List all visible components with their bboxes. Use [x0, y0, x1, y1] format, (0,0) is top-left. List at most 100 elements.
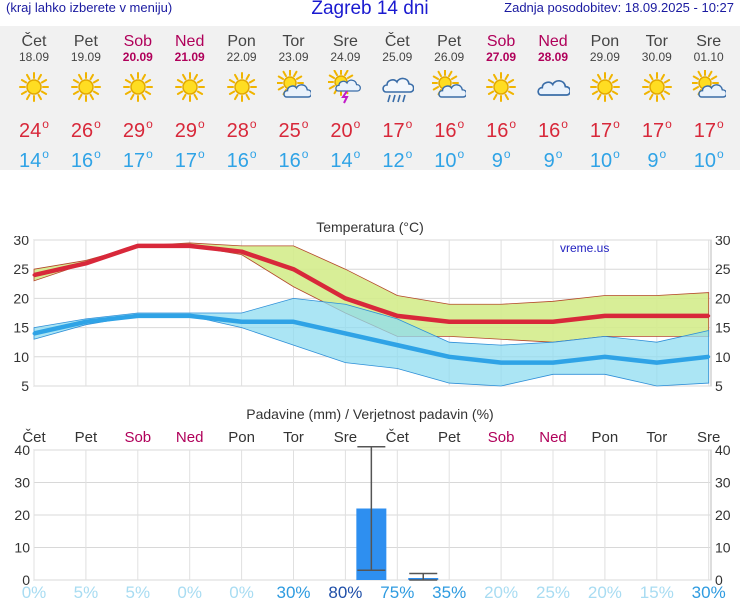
sun-ray: [292, 70, 297, 78]
data-point: [136, 314, 140, 318]
sun-ray: [692, 86, 699, 91]
y-tick-label: 10: [13, 349, 29, 365]
sun-ray: [129, 93, 135, 101]
y-tick-label-right: 20: [715, 290, 731, 306]
temp-max: 24o: [8, 113, 60, 142]
y-tick-label-right: 40: [715, 442, 731, 458]
data-point: [188, 244, 192, 248]
probability-label: 75%: [380, 583, 414, 600]
data-point: [447, 355, 451, 359]
temp-min-value: 9: [543, 150, 555, 172]
degree-sign: o: [665, 117, 672, 131]
temp-max-value: 17: [589, 120, 613, 142]
sun-ray: [493, 93, 498, 101]
day-date: 27.09: [486, 50, 517, 64]
day-date: 23.09: [278, 50, 309, 64]
temp-max-value: 29: [122, 120, 146, 142]
data-point: [395, 314, 399, 318]
temp-min: 16o: [60, 142, 112, 173]
day-date: 18.09: [18, 50, 50, 64]
day-date: 25.09: [382, 50, 413, 64]
sun-ray: [196, 90, 203, 95]
temp-max: 16o: [527, 113, 579, 142]
degree-sign: o: [301, 117, 309, 131]
data-point: [240, 320, 244, 324]
x-day-label: Tor: [646, 429, 667, 446]
cloud-shape: [697, 84, 726, 98]
probability-label: 35%: [432, 583, 466, 600]
degree-sign: o: [94, 117, 101, 131]
temp-max-value: 16: [538, 120, 561, 142]
temp-max-value: 24: [19, 120, 42, 142]
day-date: 01.10: [693, 50, 724, 64]
day-column: Čet 18.09 24o 14o: [8, 26, 60, 173]
temp-min-value: 10: [434, 150, 457, 172]
sun-icon: [70, 72, 101, 102]
day-column: Pon 22.09 28o 16o: [216, 26, 268, 173]
y-tick-label: 0: [22, 572, 30, 588]
sun-ray: [448, 70, 453, 78]
y-tick-label: 30: [14, 475, 30, 491]
data-point: [240, 250, 244, 254]
temp-min-value: 14: [19, 150, 42, 172]
sun-ray: [710, 75, 717, 80]
sun-shape: [226, 72, 257, 102]
y-tick-label-right: 10: [715, 540, 731, 556]
x-day-label: Pon: [592, 429, 619, 446]
degree-sign: o: [146, 147, 153, 161]
probability-label: 15%: [640, 583, 674, 600]
temp-min: 10o: [579, 142, 631, 173]
degree-sign: o: [716, 147, 724, 161]
day-column: Ned 21.09 29o 17o: [164, 26, 216, 173]
sun-ray: [643, 90, 651, 95]
y-tick-label: 10: [14, 540, 30, 556]
sun-ray: [660, 73, 665, 81]
cloud-icon: [537, 79, 570, 96]
y-tick-label-right: 30: [715, 475, 731, 491]
y-tick-label: 40: [14, 442, 30, 458]
rain-drop: [387, 94, 392, 103]
temp-min: 16o: [216, 142, 268, 173]
min-temp-line: [33, 313, 709, 365]
temp-max-value: 28: [226, 120, 249, 142]
sun-ray: [141, 73, 146, 81]
error-bar: [409, 572, 438, 581]
temp-max-value: 17: [641, 120, 665, 142]
sun-ray: [347, 74, 354, 79]
sun-ray: [248, 90, 255, 95]
cloud-shape: [382, 77, 415, 93]
temp-min: 16o: [268, 142, 320, 173]
cloud-outline: [282, 84, 311, 98]
temp-max: 17o: [579, 113, 631, 142]
temp-max: 29o: [112, 113, 164, 142]
sun-cloud-icon: [276, 70, 311, 98]
data-point: [551, 320, 555, 324]
cloud-outline: [382, 77, 415, 93]
sun-ray: [92, 90, 100, 95]
data-point: [84, 261, 88, 265]
temp-min: 9o: [631, 142, 683, 173]
temp-min-value: 16: [278, 150, 301, 172]
probability-label: 30%: [692, 583, 726, 600]
precipitation-chart: Čet Pet Sob Ned Pon Tor Sre Čet Pet Sob Ned Pon Tor S…: [14, 429, 731, 600]
sun-ray: [181, 73, 187, 81]
temp-max-value: 25: [278, 120, 301, 142]
day-name: Pet: [73, 33, 98, 50]
sun-ray: [611, 90, 619, 95]
probability-label: 0%: [22, 583, 47, 600]
sun-ray: [193, 93, 198, 101]
cloud-shape: [282, 84, 311, 98]
degree-sign: o: [146, 117, 153, 131]
sun-shape: [122, 72, 153, 102]
location-hint: (kraj lahko izberete v meniju): [6, 0, 173, 15]
degree-sign: o: [503, 147, 511, 161]
day-column: Ned 28.09 16o 9o: [527, 26, 579, 173]
day-name: Ned: [175, 33, 205, 50]
temp-max: 17o: [631, 113, 683, 142]
sun-ray: [72, 90, 80, 95]
sun-icon: [589, 72, 620, 102]
day-column: Sob 20.09 29o 17o: [112, 26, 164, 173]
day-date: 21.09: [174, 50, 205, 64]
sun-ray: [451, 75, 458, 80]
sun-ray: [648, 93, 654, 101]
